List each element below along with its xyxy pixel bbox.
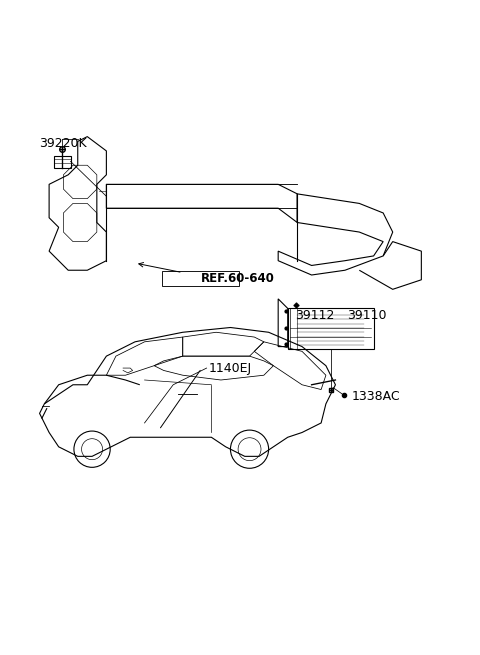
Text: REF.60-640: REF.60-640	[201, 272, 275, 285]
Text: 39220K: 39220K	[39, 138, 87, 150]
Text: 39110: 39110	[348, 309, 387, 322]
Text: 39112: 39112	[295, 309, 334, 322]
Text: 1338AC: 1338AC	[352, 390, 401, 403]
Text: 1140EJ: 1140EJ	[209, 362, 252, 375]
